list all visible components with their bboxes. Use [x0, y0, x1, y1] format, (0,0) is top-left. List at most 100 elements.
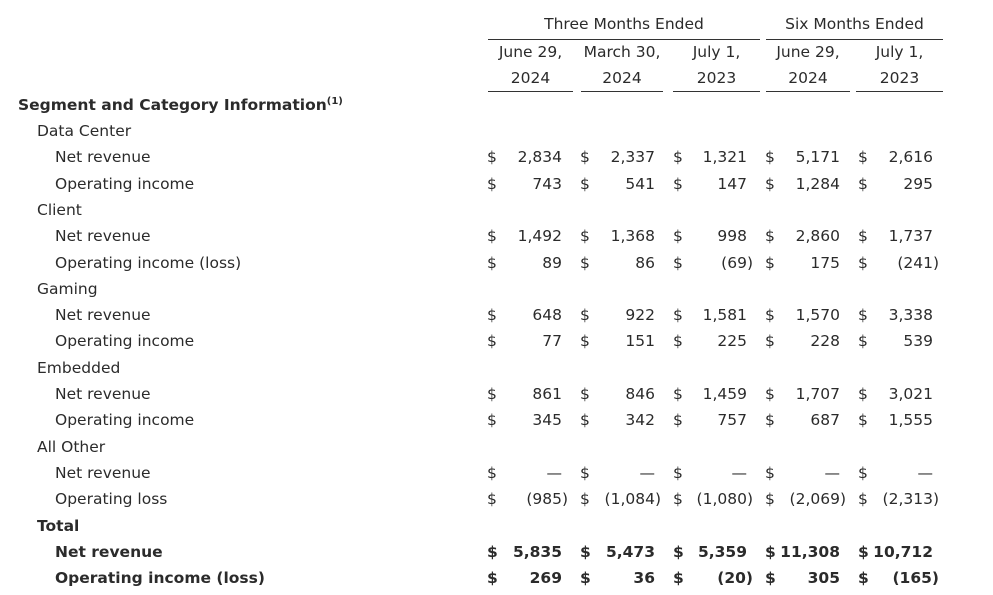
cell-currency-symbol: $ [765, 490, 775, 508]
cell-currency-symbol: $ [580, 332, 590, 350]
column-header-line1: July 1, [875, 43, 924, 61]
column-header-underline [581, 91, 663, 92]
cell-value: 151 [625, 332, 655, 350]
row-metric-label: Net revenue [55, 148, 151, 166]
row-metric-label: Operating loss [55, 490, 168, 508]
cell-currency-symbol: $ [487, 490, 497, 508]
cell-value: 2,834 [517, 148, 562, 166]
row-metric-label: Operating income [55, 411, 195, 429]
cell-currency-symbol: $ [487, 411, 497, 429]
cell-value: 86 [635, 254, 655, 272]
cell-currency-symbol: $ [673, 175, 683, 193]
cell-currency-symbol: $ [673, 411, 683, 429]
group-header-six-months: Six Months Ended [785, 15, 924, 33]
cell-currency-symbol: $ [858, 175, 868, 193]
cell-value: 295 [903, 175, 933, 193]
cell-currency-symbol: $ [765, 227, 775, 245]
column-header-line1: June 29, [498, 43, 563, 61]
cell-value: 2,616 [888, 148, 933, 166]
cell-currency-symbol: $ [673, 543, 684, 561]
cell-currency-symbol: $ [487, 332, 497, 350]
cell-currency-symbol: $ [580, 254, 590, 272]
cell-currency-symbol: $ [673, 569, 684, 587]
cell-currency-symbol: $ [765, 464, 775, 482]
column-header-underline [488, 91, 573, 92]
cell-currency-symbol: $ [580, 490, 590, 508]
cell-currency-symbol: $ [673, 306, 683, 324]
cell-value: 1,570 [795, 306, 840, 324]
row-metric-label: Net revenue [55, 227, 151, 245]
column-header-line2: 2023 [879, 69, 920, 87]
cell-currency-symbol: $ [673, 464, 683, 482]
column-header-underline [673, 91, 760, 92]
cell-value: 5,359 [697, 543, 747, 561]
table-title: Segment and Category Information(1) [18, 96, 343, 114]
row-category-label: Embedded [37, 359, 121, 377]
cell-currency-symbol: $ [487, 569, 498, 587]
cell-value: 743 [532, 175, 562, 193]
cell-value: 1,555 [888, 411, 933, 429]
row-category-label: Total [37, 517, 80, 535]
cell-currency-symbol: $ [858, 569, 869, 587]
cell-value: (1,084) [604, 490, 661, 508]
cell-value: 345 [532, 411, 562, 429]
cell-value: 5,473 [605, 543, 655, 561]
cell-currency-symbol: $ [858, 306, 868, 324]
cell-value: (165) [892, 569, 939, 587]
cell-value: 89 [542, 254, 562, 272]
column-header-line1: June 29, [776, 43, 840, 61]
cell-value: 77 [542, 332, 562, 350]
row-category-label: Data Center [37, 122, 132, 140]
cell-currency-symbol: $ [487, 227, 497, 245]
cell-currency-symbol: $ [487, 385, 497, 403]
cell-value: 541 [625, 175, 655, 193]
cell-value: 1,368 [610, 227, 655, 245]
table-title-text: Segment and Category Information [18, 96, 327, 114]
cell-currency-symbol: $ [673, 332, 683, 350]
cell-value: 342 [625, 411, 655, 429]
cell-currency-symbol: $ [580, 227, 590, 245]
group-underline-six-months [766, 39, 943, 40]
cell-value: 228 [810, 332, 840, 350]
cell-value: 846 [625, 385, 655, 403]
cell-value: 1,737 [888, 227, 933, 245]
cell-currency-symbol: $ [487, 148, 497, 166]
group-header-three-months: Three Months Ended [544, 15, 704, 33]
cell-currency-symbol: $ [487, 254, 497, 272]
cell-value: 1,581 [702, 306, 747, 324]
cell-value: 1,321 [702, 148, 747, 166]
cell-value: — [917, 464, 934, 482]
cell-value: 147 [717, 175, 747, 193]
cell-value: 648 [532, 306, 562, 324]
cell-value: 10,712 [873, 543, 933, 561]
cell-value: 5,835 [512, 543, 562, 561]
cell-currency-symbol: $ [487, 175, 497, 193]
cell-value: 1,459 [702, 385, 747, 403]
row-metric-label: Operating income [55, 175, 195, 193]
cell-value: 305 [807, 569, 840, 587]
cell-value: (2,313) [882, 490, 939, 508]
cell-currency-symbol: $ [765, 385, 775, 403]
row-category-label: All Other [37, 438, 106, 456]
cell-value: 2,337 [610, 148, 655, 166]
group-underline-three-months [488, 39, 760, 40]
row-metric-label: Net revenue [55, 306, 151, 324]
cell-currency-symbol: $ [858, 385, 868, 403]
column-header-line1: July 1, [692, 43, 741, 61]
cell-currency-symbol: $ [580, 175, 590, 193]
cell-value: 11,308 [780, 543, 840, 561]
cell-currency-symbol: $ [580, 543, 591, 561]
cell-value: (1,080) [696, 490, 753, 508]
cell-currency-symbol: $ [858, 411, 868, 429]
cell-currency-symbol: $ [765, 569, 776, 587]
cell-value: 687 [810, 411, 840, 429]
cell-currency-symbol: $ [580, 569, 591, 587]
row-category-label: Gaming [37, 280, 98, 298]
cell-value: 175 [810, 254, 840, 272]
cell-value: — [824, 464, 841, 482]
title-footnote-marker: (1) [326, 95, 343, 107]
cell-value: 1,707 [795, 385, 840, 403]
cell-currency-symbol: $ [580, 306, 590, 324]
cell-currency-symbol: $ [487, 306, 497, 324]
column-header-line2: 2024 [510, 69, 551, 87]
